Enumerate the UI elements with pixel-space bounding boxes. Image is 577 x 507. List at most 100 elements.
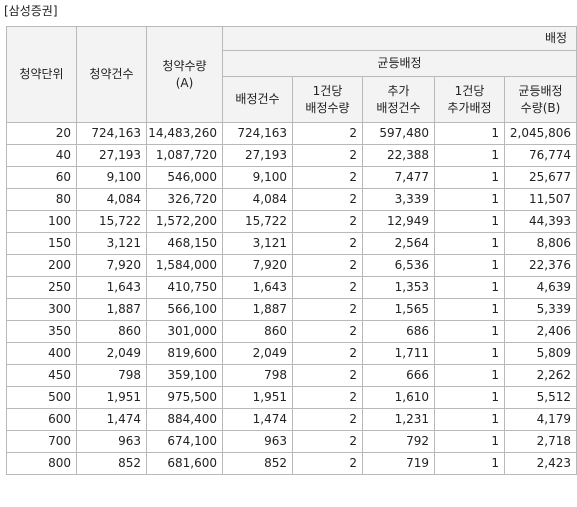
cell-equal-qty: 5,339 — [504, 298, 577, 321]
header-per-allocation-qty: 1건당 배정수량 — [292, 76, 363, 123]
cell-equal-qty: 4,639 — [504, 276, 577, 299]
cell-quantity: 1,572,200 — [146, 210, 223, 233]
cell-unit: 200 — [6, 254, 77, 277]
cell-equal-qty: 2,406 — [504, 320, 577, 343]
header-equal-allocation-group: 균등배정 — [222, 50, 577, 77]
cell-count: 1,474 — [76, 408, 147, 431]
cell-per-alloc: 2 — [292, 320, 363, 343]
table-row: 250 1,643 410,750 1,643 2 1,353 1 4,639 — [6, 276, 577, 299]
cell-quantity: 326,720 — [146, 188, 223, 211]
cell-count: 1,887 — [76, 298, 147, 321]
cell-alloc-count: 4,084 — [222, 188, 293, 211]
cell-alloc-count: 798 — [222, 364, 293, 387]
cell-alloc-count: 2,049 — [222, 342, 293, 365]
cell-per-extra: 1 — [434, 232, 505, 255]
cell-unit: 60 — [6, 166, 77, 189]
header-allocation-count: 배정건수 — [222, 76, 293, 123]
cell-per-extra: 1 — [434, 364, 505, 387]
cell-count: 4,084 — [76, 188, 147, 211]
cell-unit: 350 — [6, 320, 77, 343]
cell-per-alloc: 2 — [292, 232, 363, 255]
cell-per-extra: 1 — [434, 386, 505, 409]
cell-equal-qty: 4,179 — [504, 408, 577, 431]
table-row: 800 852 681,600 852 2 719 1 2,423 — [6, 452, 577, 475]
header-equal-allocation-qty: 균등배정 수량(B) — [504, 76, 577, 123]
cell-equal-qty: 44,393 — [504, 210, 577, 233]
cell-extra-count: 597,480 — [362, 122, 435, 145]
cell-count: 7,920 — [76, 254, 147, 277]
cell-count: 2,049 — [76, 342, 147, 365]
table-row: 100 15,722 1,572,200 15,722 2 12,949 1 44,393 — [6, 210, 577, 233]
table-row: 40 27,193 1,087,720 27,193 2 22,388 1 76,774 — [6, 144, 577, 167]
cell-alloc-count: 3,121 — [222, 232, 293, 255]
cell-per-alloc: 2 — [292, 122, 363, 145]
header-equal-qty-line2: 수량(B) — [520, 100, 561, 115]
cell-unit: 500 — [6, 386, 77, 409]
cell-per-extra: 1 — [434, 144, 505, 167]
cell-alloc-count: 860 — [222, 320, 293, 343]
cell-count: 963 — [76, 430, 147, 453]
header-subscription-quantity: 청약수량 (A) — [146, 26, 223, 123]
header-per-extra-line2: 추가배정 — [447, 100, 492, 115]
cell-quantity: 566,100 — [146, 298, 223, 321]
cell-quantity: 819,600 — [146, 342, 223, 365]
cell-count: 724,163 — [76, 122, 147, 145]
cell-alloc-count: 852 — [222, 452, 293, 475]
cell-extra-count: 1,610 — [362, 386, 435, 409]
cell-per-alloc: 2 — [292, 144, 363, 167]
cell-quantity: 410,750 — [146, 276, 223, 299]
header-quantity-line2: (A) — [175, 75, 194, 90]
cell-per-extra: 1 — [434, 210, 505, 233]
cell-unit: 300 — [6, 298, 77, 321]
cell-extra-count: 3,339 — [362, 188, 435, 211]
cell-count: 1,643 — [76, 276, 147, 299]
cell-count: 1,951 — [76, 386, 147, 409]
header-per-alloc-line2: 배정수량 — [305, 100, 350, 115]
header-equal-qty-line1: 균등배정 — [518, 83, 563, 98]
cell-equal-qty: 11,507 — [504, 188, 577, 211]
cell-per-extra: 1 — [434, 122, 505, 145]
cell-per-alloc: 2 — [292, 452, 363, 475]
header-extra-allocation-count: 추가 배정건수 — [362, 76, 435, 123]
cell-per-extra: 1 — [434, 342, 505, 365]
table-body: 20 724,163 14,483,260 724,163 2 597,480 1 2,045… — [6, 122, 577, 475]
cell-extra-count: 1,711 — [362, 342, 435, 365]
cell-per-alloc: 2 — [292, 364, 363, 387]
cell-quantity: 546,000 — [146, 166, 223, 189]
cell-extra-count: 1,565 — [362, 298, 435, 321]
cell-per-alloc: 2 — [292, 386, 363, 409]
cell-unit: 600 — [6, 408, 77, 431]
cell-extra-count: 792 — [362, 430, 435, 453]
cell-per-alloc: 2 — [292, 298, 363, 321]
cell-equal-qty: 76,774 — [504, 144, 577, 167]
cell-equal-qty: 25,677 — [504, 166, 577, 189]
allocation-table: 청약단위 청약건수 청약수량 (A) 배정 균등배정 배정건수 1건당 배정수량… — [6, 26, 577, 475]
cell-per-alloc: 2 — [292, 166, 363, 189]
cell-per-extra: 1 — [434, 320, 505, 343]
cell-count: 860 — [76, 320, 147, 343]
cell-unit: 20 — [6, 122, 77, 145]
cell-per-extra: 1 — [434, 452, 505, 475]
cell-alloc-count: 15,722 — [222, 210, 293, 233]
cell-count: 27,193 — [76, 144, 147, 167]
cell-quantity: 1,087,720 — [146, 144, 223, 167]
table-row: 300 1,887 566,100 1,887 2 1,565 1 5,339 — [6, 298, 577, 321]
cell-extra-count: 6,536 — [362, 254, 435, 277]
cell-alloc-count: 1,474 — [222, 408, 293, 431]
cell-per-alloc: 2 — [292, 408, 363, 431]
table-row: 450 798 359,100 798 2 666 1 2,262 — [6, 364, 577, 387]
header-extra-count-line2: 배정건수 — [376, 100, 421, 115]
cell-quantity: 884,400 — [146, 408, 223, 431]
cell-unit: 150 — [6, 232, 77, 255]
cell-equal-qty: 2,423 — [504, 452, 577, 475]
cell-extra-count: 1,353 — [362, 276, 435, 299]
cell-equal-qty: 5,512 — [504, 386, 577, 409]
cell-alloc-count: 1,887 — [222, 298, 293, 321]
header-per-extra-line1: 1건당 — [454, 83, 485, 98]
cell-per-alloc: 2 — [292, 254, 363, 277]
table-row: 60 9,100 546,000 9,100 2 7,477 1 25,677 — [6, 166, 577, 189]
cell-per-extra: 1 — [434, 276, 505, 299]
cell-extra-count: 1,231 — [362, 408, 435, 431]
cell-alloc-count: 1,643 — [222, 276, 293, 299]
cell-extra-count: 686 — [362, 320, 435, 343]
